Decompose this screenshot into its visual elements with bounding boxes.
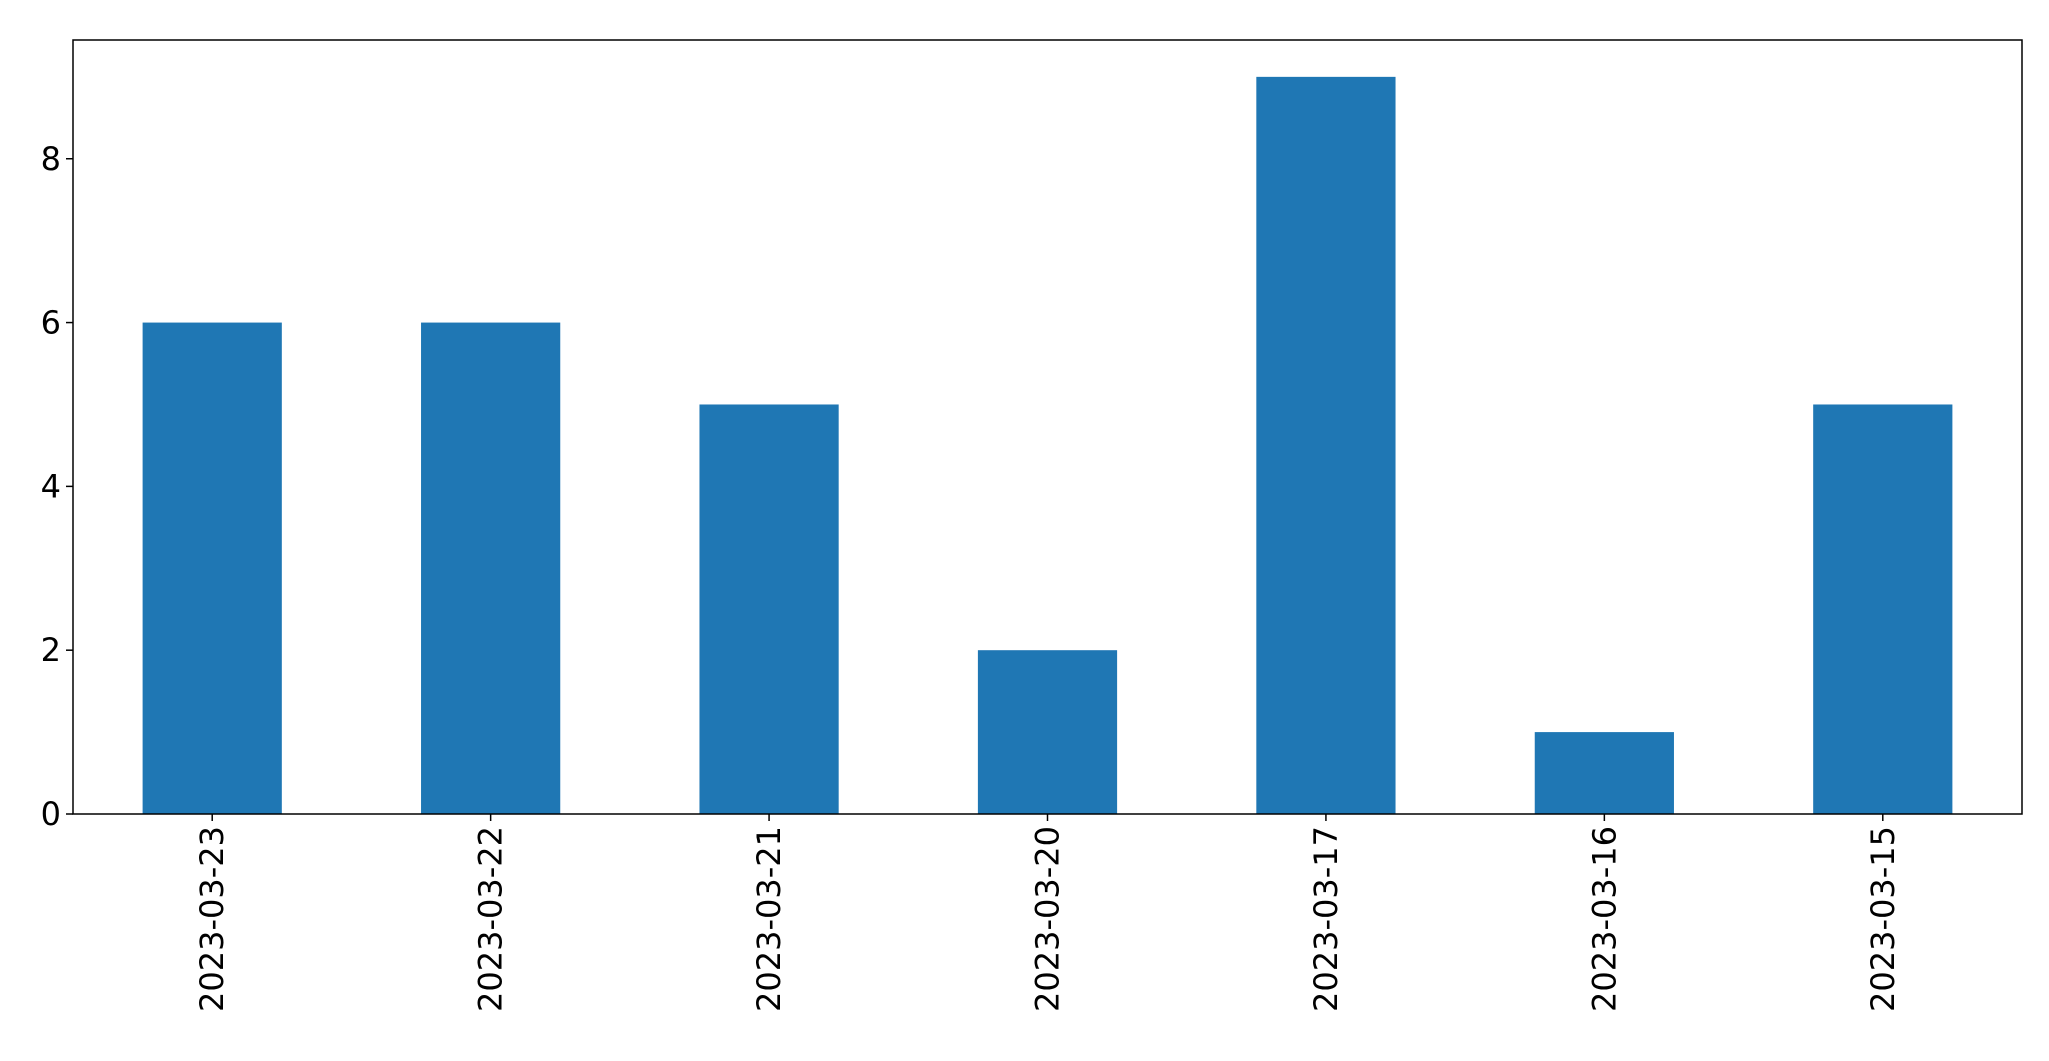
y-axis: 0 2 4 6 8 xyxy=(41,140,73,833)
plot-area xyxy=(72,39,2023,815)
bar-2023-03-17 xyxy=(1256,76,1396,815)
bar-2023-03-22 xyxy=(421,322,561,814)
bar-2023-03-21 xyxy=(699,404,839,814)
x-tick-label: 2023-03-22 xyxy=(472,826,510,1012)
y-tick-label: 4 xyxy=(41,467,61,505)
y-tick-label: 6 xyxy=(41,304,61,342)
x-tick-label: 2023-03-23 xyxy=(193,826,231,1012)
y-tick-label: 2 xyxy=(41,631,61,669)
x-tick-label: 2023-03-17 xyxy=(1307,826,1345,1012)
x-tick-label: 2023-03-16 xyxy=(1585,826,1623,1012)
y-tick-label: 0 xyxy=(41,795,61,833)
x-tick-label: 2023-03-20 xyxy=(1029,826,1067,1012)
bar-2023-03-15 xyxy=(1813,404,1953,814)
x-tick-label: 2023-03-15 xyxy=(1864,826,1902,1012)
bar-2023-03-16 xyxy=(1534,732,1674,814)
bar-2023-03-20 xyxy=(977,650,1118,814)
bars xyxy=(142,76,1953,815)
x-axis: 2023-03-23 2023-03-22 2023-03-21 2023-03-20… xyxy=(193,814,1902,1012)
y-tick-label: 8 xyxy=(41,140,61,178)
x-tick-label: 2023-03-21 xyxy=(750,826,788,1012)
bar-2023-03-23 xyxy=(142,322,282,814)
